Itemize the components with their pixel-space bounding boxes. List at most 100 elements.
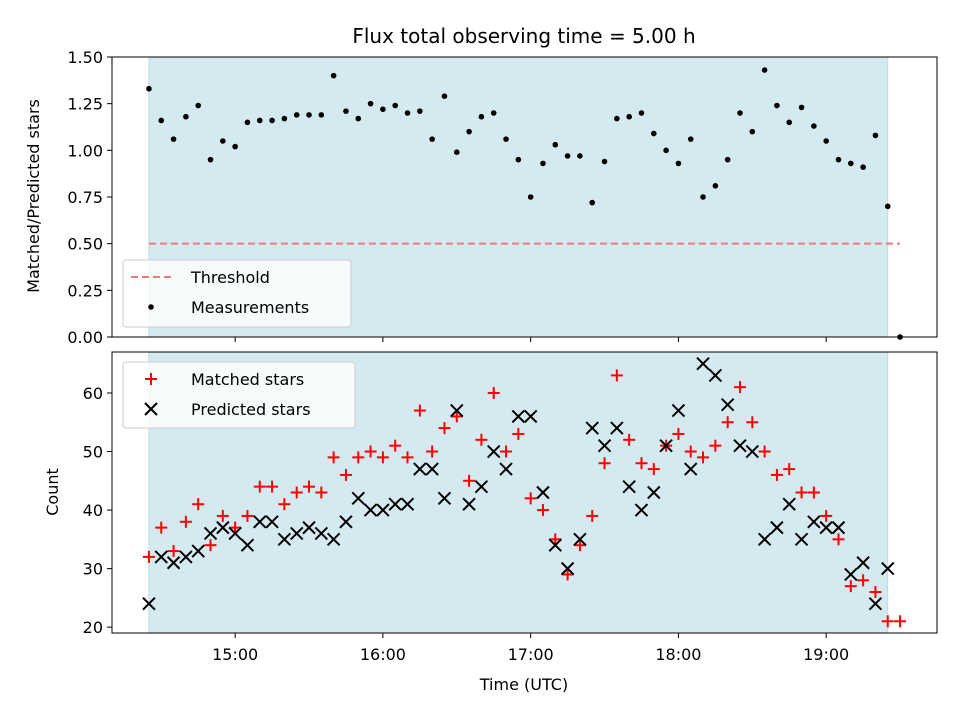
- predicted-point: [339, 515, 353, 529]
- measurement-point: [798, 104, 805, 111]
- matched-point: [253, 480, 266, 493]
- measurement-point: [872, 132, 879, 139]
- ratio-y-label: Matched/Predicted stars: [24, 99, 43, 293]
- predicted-point: [511, 409, 526, 424]
- measurement-point: [170, 136, 177, 142]
- predicted-point: [314, 526, 329, 541]
- measurement-point: [453, 149, 460, 155]
- marker-stroke: [819, 520, 833, 535]
- matched-point: [820, 509, 833, 522]
- predicted-point: [400, 497, 415, 511]
- marker-stroke: [413, 462, 427, 476]
- matched-point: [463, 474, 476, 487]
- predicted-point: [647, 485, 661, 500]
- predicted-point: [142, 597, 156, 611]
- predicted-point: [782, 497, 796, 511]
- marker-stroke: [560, 561, 575, 576]
- predicted-point: [166, 556, 181, 570]
- matched-point: [327, 451, 340, 464]
- marker-stroke: [610, 421, 624, 435]
- matched-point: [561, 568, 574, 581]
- measurement-point: [232, 143, 238, 150]
- matched-point: [339, 468, 352, 481]
- marker-stroke: [425, 462, 439, 476]
- count-panel: 20 30 40 50 60 15:00 16:00 17:00 18:00 19:00 Cou…: [43, 351, 938, 694]
- predicted-point: [696, 357, 710, 371]
- predicted-point: [154, 550, 168, 564]
- predicted-point: [326, 532, 341, 547]
- predicted-point: [881, 561, 895, 576]
- count-axes-frame: [111, 351, 938, 634]
- predicted-point: [425, 462, 439, 476]
- marker-stroke: [499, 462, 513, 476]
- marker-stroke: [634, 503, 649, 517]
- marker-stroke: [253, 515, 267, 529]
- predicted-point: [388, 497, 402, 511]
- marker-stroke: [240, 538, 255, 552]
- predicted-point: [856, 556, 870, 570]
- predicted-point: [474, 479, 489, 494]
- x-tick-label: 18:00: [655, 645, 701, 664]
- marker-stroke: [647, 485, 661, 500]
- measurement-point: [601, 158, 608, 165]
- measurement-point: [146, 85, 152, 92]
- y-tick-label: 0.25: [67, 281, 103, 300]
- count-y-label: Count: [43, 468, 62, 516]
- legend-box: [122, 259, 352, 328]
- x-tick-label: 16:00: [360, 645, 406, 664]
- measurement-point: [478, 113, 485, 120]
- measurement-point: [527, 194, 534, 200]
- measurement-point: [835, 156, 842, 163]
- predicted-point: [228, 526, 242, 541]
- x-tick-label: 15:00: [212, 645, 258, 664]
- predicted-point: [819, 520, 833, 535]
- marker-stroke: [462, 497, 476, 511]
- measurement-point: [269, 117, 275, 124]
- ratio-x-axis: [234, 337, 827, 342]
- matched-point: [807, 486, 820, 499]
- marker-stroke: [782, 497, 796, 511]
- measurement-point: [823, 138, 829, 144]
- matched-point: [598, 457, 611, 470]
- marker-stroke: [536, 485, 550, 500]
- matched-point: [697, 451, 710, 464]
- x-tick-label: 19:00: [803, 645, 849, 664]
- predicted-point: [216, 520, 230, 535]
- count-y-axis: 20 30 40 50 60: [83, 384, 112, 637]
- matched-point: [894, 615, 907, 628]
- marker-stroke: [388, 497, 402, 511]
- ratio-plot-marks: [146, 67, 903, 340]
- matched-point: [290, 486, 303, 499]
- measurement-point: [663, 147, 669, 154]
- matched-point: [733, 381, 746, 394]
- predicted-point: [671, 403, 686, 418]
- measurement-point: [367, 100, 374, 107]
- marker-stroke: [400, 497, 415, 511]
- y-tick-label: 40: [83, 501, 103, 520]
- measurement-point: [848, 160, 854, 167]
- measurement-point: [724, 156, 731, 163]
- legend-predicted-label: Predicted stars: [191, 400, 311, 419]
- predicted-point: [684, 462, 698, 476]
- matched-point: [426, 445, 439, 458]
- matched-point: [376, 451, 389, 464]
- predicted-point: [597, 438, 612, 453]
- ratio-legend: Threshold Measurements: [122, 259, 352, 328]
- marker-stroke: [511, 409, 526, 424]
- measurement-point: [158, 117, 165, 124]
- predicted-point: [289, 526, 304, 541]
- measurement-point: [503, 136, 509, 142]
- marker-stroke: [216, 520, 230, 535]
- predicted-point: [191, 544, 205, 558]
- predicted-point: [733, 438, 747, 453]
- measurement-point: [577, 153, 583, 159]
- marker-stroke: [696, 357, 710, 371]
- marker-stroke: [757, 532, 772, 547]
- predicted-point: [487, 444, 501, 459]
- predicted-point: [499, 462, 513, 476]
- legend-measurement-label: Measurements: [191, 298, 309, 317]
- count-x-axis: 15:00 16:00 17:00 18:00 19:00: [212, 633, 849, 664]
- measurement-point: [490, 110, 497, 116]
- legend-measurement-swatch: [148, 304, 154, 310]
- matched-point: [167, 545, 180, 558]
